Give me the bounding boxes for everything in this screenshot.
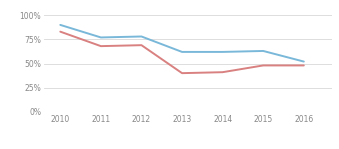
(NY) State Average: [261, 65, 265, 66]
(NY) State Average: [99, 45, 103, 47]
Fall Creek Elementary School: [221, 51, 225, 53]
(NY) State Average: [139, 44, 143, 46]
Fall Creek Elementary School: [139, 36, 143, 37]
Line: Fall Creek Elementary School: Fall Creek Elementary School: [60, 25, 304, 62]
Fall Creek Elementary School: [99, 37, 103, 38]
Fall Creek Elementary School: [302, 61, 306, 62]
(NY) State Average: [58, 31, 62, 32]
Fall Creek Elementary School: [261, 50, 265, 52]
(NY) State Average: [221, 71, 225, 73]
(NY) State Average: [180, 72, 184, 74]
Line: (NY) State Average: (NY) State Average: [60, 32, 304, 73]
Fall Creek Elementary School: [58, 24, 62, 26]
(NY) State Average: [302, 65, 306, 66]
Fall Creek Elementary School: [180, 51, 184, 53]
